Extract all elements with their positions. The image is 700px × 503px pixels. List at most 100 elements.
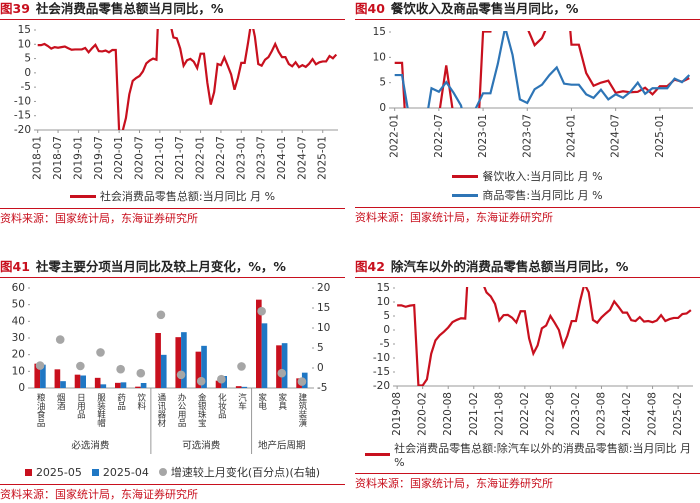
- scatter-point: [55, 335, 65, 344]
- x-tick-label: 2020-02: [417, 392, 429, 436]
- x-tick-label: 2020-01: [113, 136, 125, 180]
- bar: [100, 384, 107, 388]
- scatter-point: [196, 376, 206, 386]
- y-tick-label: 15: [373, 26, 386, 38]
- scatter-point: [257, 306, 266, 316]
- scatter-point: [217, 374, 226, 384]
- x-tick-label: 服装鞋帽: [96, 393, 106, 428]
- y-tick-label: 10: [377, 296, 390, 308]
- x-tick-label: 2021-01: [154, 136, 166, 180]
- scatter-point: [76, 361, 85, 371]
- x-tick-label: 家电: [257, 392, 267, 410]
- bar: [256, 299, 262, 388]
- bar: [54, 369, 61, 388]
- legend-label: 商品零售:当月同比 月 %: [482, 189, 603, 202]
- scatter-point: [136, 368, 146, 378]
- y-tick-label: 0: [383, 324, 390, 336]
- panel: 图39 社会消费品零售总额当月同比，% -20 -15 -10 -5 0 5 10 15 2018…: [0, 0, 345, 226]
- bar: [115, 382, 121, 388]
- bar: [215, 380, 222, 388]
- x-tick-label: 2024-02: [621, 392, 633, 436]
- bar: [120, 382, 127, 388]
- y-tick-label: 50: [12, 299, 25, 311]
- y-tick-label: 15: [18, 24, 31, 36]
- x-tick-label: 2022-08: [544, 392, 556, 436]
- y-tick-label: 0: [379, 102, 386, 114]
- scatter-point: [116, 364, 125, 374]
- x-tick-label: 2023-02: [570, 392, 582, 436]
- chart: 0 10 20 30 40 50 60 -5 0 5 10 15 20 粮油食品 烟酒 日用品 服装鞋帽 药品 饮料…: [12, 282, 330, 454]
- panel-title: 图42 除汽车以外的消费品零售总额当月同比，%: [355, 258, 700, 278]
- figure-label: 图39: [0, 1, 30, 16]
- x-tick-label: 2025-01: [317, 136, 329, 180]
- legend-swatch: [452, 174, 479, 178]
- x-tick-label: 家具: [277, 392, 287, 411]
- y-tick-label: 20: [12, 349, 25, 361]
- x-tick-label: 2022-01: [195, 136, 207, 180]
- x-tick-label: 2024-01: [565, 114, 577, 158]
- bar: [261, 323, 268, 388]
- panel-title: 图40 餐饮收入及商品零售当月同比，%: [355, 0, 700, 20]
- figure-label: 图41: [0, 259, 30, 274]
- legend-swatch: [91, 468, 99, 476]
- y-tick-label: -10: [373, 352, 390, 364]
- chart-title: 社零主要分项当月同比及较上月变化，%，%: [35, 259, 286, 274]
- scatter-point: [35, 361, 45, 370]
- bar: [195, 351, 202, 388]
- x-tick-label: 2022-01: [389, 114, 401, 158]
- y2-tick-label: 20: [317, 282, 330, 294]
- chart: -20 -15 -10 -5 0 5 10 15 2019-08 2020-02 2020-08 20…: [373, 282, 693, 436]
- series-line: [394, 31, 690, 108]
- legend: 2025-05 2025-04 增速较上月变化(百分点)(右轴): [0, 464, 345, 480]
- legend-item: 2025-04: [91, 464, 149, 480]
- scatter-point: [156, 310, 166, 320]
- legend-item: 商品零售:当月同比 月 %: [452, 187, 603, 203]
- x-tick-label: 2020-07: [133, 136, 145, 180]
- bar: [201, 345, 207, 388]
- bar: [34, 363, 41, 388]
- y-tick-label: 5: [379, 77, 386, 89]
- bar: [281, 343, 288, 388]
- source: 资料来源：国家统计局，东海证券研究所: [0, 484, 345, 502]
- legend-item: 社会消费品零售总额:除汽车以外的消费品零售额:当月同比 月 %: [365, 440, 694, 469]
- x-tick-label: 汽车: [237, 392, 247, 411]
- x-tick-label: 2024-07: [610, 114, 622, 158]
- panel-title: 图41 社零主要分项当月同比及较上月变化，%，%: [0, 258, 345, 278]
- y-tick-label: 10: [18, 38, 31, 50]
- legend-item: 2025-05: [24, 464, 82, 480]
- chart: 0 5 10 15 2022-01 2022-07 2023-01 2023-07 2024-0…: [373, 26, 693, 158]
- x-tick-label: 2020-08: [442, 392, 454, 436]
- y-tick-label: -15: [14, 110, 31, 122]
- x-tick-label: 2019-07: [93, 136, 105, 180]
- chart-title: 社会消费品零售总额当月同比，%: [35, 1, 224, 16]
- x-tick-label: 2023-07: [521, 114, 533, 158]
- bar: [60, 381, 66, 388]
- panel: 图42 除汽车以外的消费品零售总额当月同比，% -20 -15 -10 -5 0 5 10 15…: [355, 258, 700, 491]
- x-tick-label: 2018-07: [52, 136, 64, 180]
- scatter-point: [96, 348, 105, 357]
- x-tick-label: 日用品: [75, 393, 85, 419]
- legend-swatch: [69, 194, 96, 198]
- x-tick-label: 2023-01: [477, 114, 489, 158]
- bar: [181, 332, 187, 388]
- y2-tick-label: -5: [317, 382, 327, 394]
- y-tick-label: 0: [18, 382, 25, 394]
- legend-swatch: [365, 453, 391, 456]
- y-tick-label: -15: [373, 366, 390, 378]
- legend-label: 2025-05: [35, 465, 82, 479]
- x-tick-label: 2022-07: [433, 114, 445, 158]
- bar: [140, 383, 147, 388]
- legend-label: 2025-04: [102, 465, 149, 479]
- y-tick-label: 40: [12, 315, 25, 327]
- bar: [241, 386, 248, 388]
- x-tick-label: 2022-02: [519, 392, 531, 436]
- source: 资料来源：国家统计局，东海证券研究所: [0, 208, 345, 226]
- x-tick-label: 2021-02: [468, 392, 480, 436]
- y-tick-label: -20: [373, 380, 390, 392]
- bar: [135, 386, 141, 388]
- scatter-point: [237, 362, 246, 371]
- source: 资料来源：国家统计局，东海证券研究所: [355, 473, 700, 491]
- bar: [94, 377, 101, 388]
- legend: 餐饮收入:当月同比 月 % 商品零售:当月同比 月 %: [355, 168, 700, 203]
